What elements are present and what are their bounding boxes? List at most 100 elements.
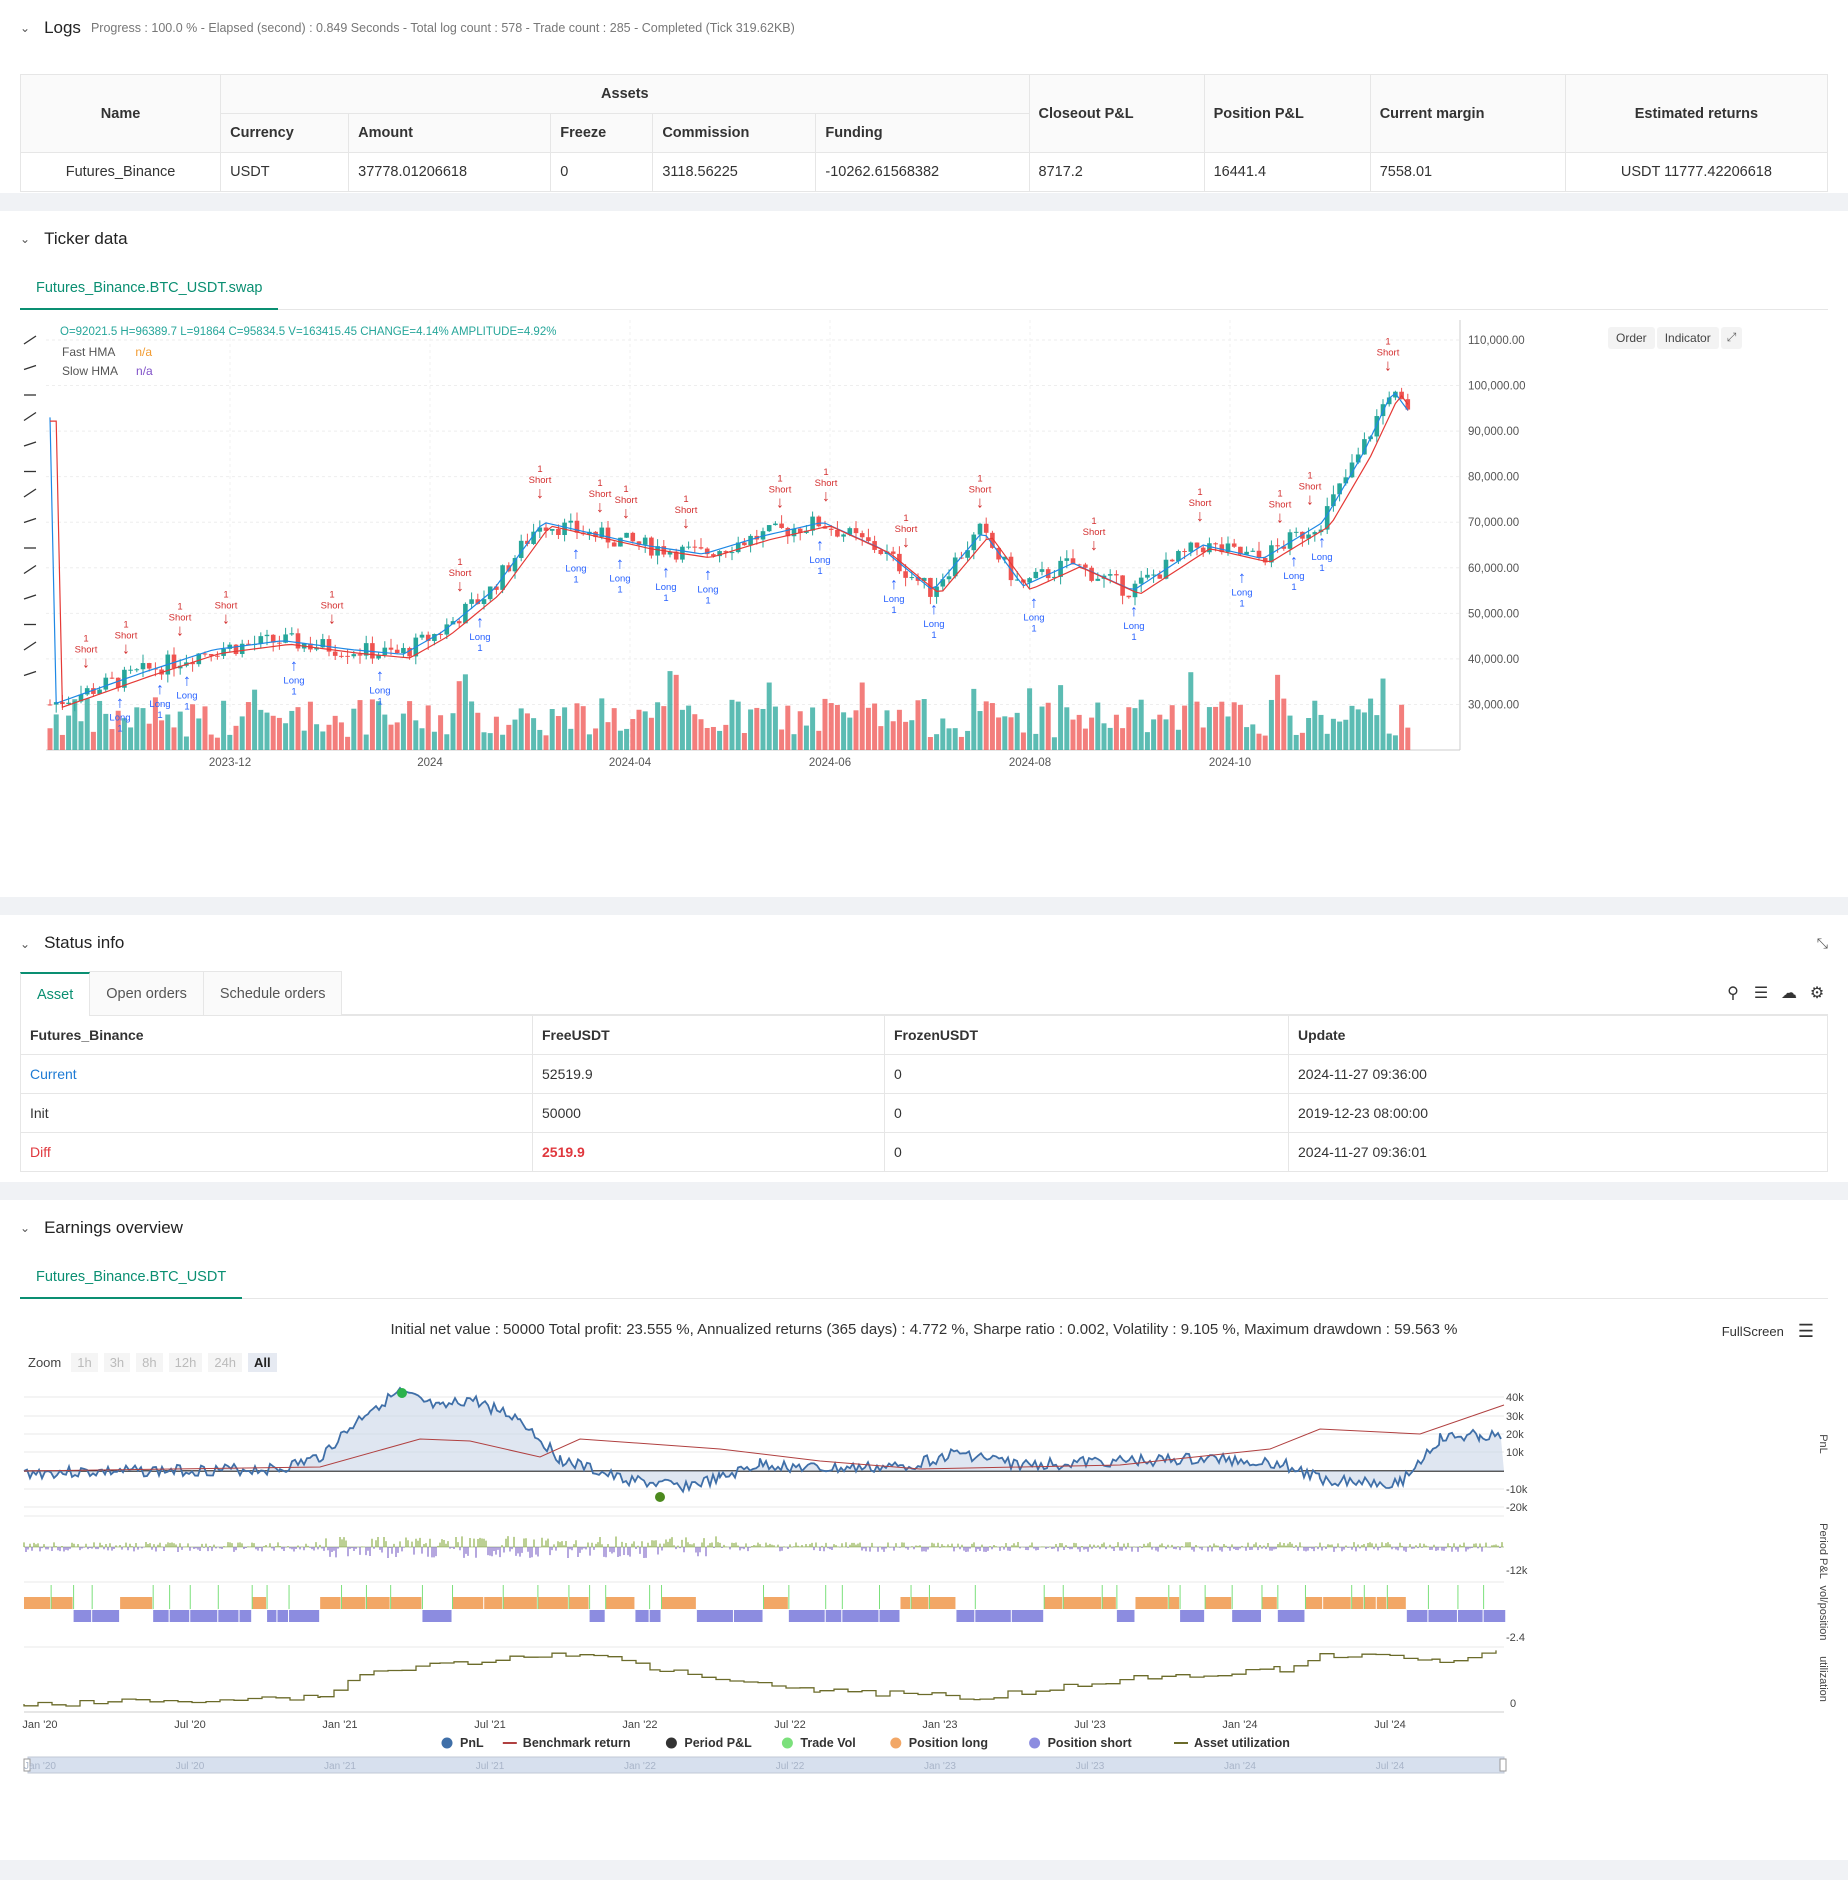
cell: USDT 11777.42206618 xyxy=(1564,152,1829,192)
crosshair-icon[interactable] xyxy=(23,335,37,345)
order-button[interactable]: Order xyxy=(1608,327,1655,349)
earnings-header[interactable]: ⌄ Earnings overview xyxy=(0,1200,1848,1256)
vline-icon[interactable] xyxy=(23,411,37,422)
earnings-svg[interactable]: 40k 30k 20k 10k -10k -20k PnL -12k Period P&L -2.… xyxy=(20,1379,1828,1859)
arrow-icon[interactable] xyxy=(23,517,37,524)
volume-bar xyxy=(382,714,388,750)
long-qty: 1 xyxy=(117,724,122,735)
th-assets: Assets xyxy=(220,74,1030,114)
volume-bar xyxy=(865,707,871,750)
legend-swatch xyxy=(441,1737,453,1749)
chevron-down-icon[interactable]: ⌄ xyxy=(20,1221,31,1235)
trend-icon[interactable] xyxy=(23,488,37,498)
zoom-1h[interactable]: 1h xyxy=(71,1353,98,1372)
volume-bar xyxy=(115,710,121,750)
asset-table: Futures_Binance FreeUSDT FrozenUSDT Upda… xyxy=(20,1015,1828,1172)
menu-icon[interactable]: ☰ xyxy=(1797,1321,1814,1341)
logs-header[interactable]: ⌄ Logs Progress : 100.0 % - Elapsed (sec… xyxy=(0,0,1848,56)
zoom-3h[interactable]: 3h xyxy=(103,1353,131,1372)
legend-item[interactable]: Position short xyxy=(1029,1736,1132,1750)
row-label-current[interactable]: Current xyxy=(20,1054,533,1094)
x-tick-label: Jul '24 xyxy=(1374,1719,1405,1731)
position-long-bar xyxy=(1168,1597,1180,1609)
status-header[interactable]: ⌄ Status info ⤡ xyxy=(0,915,1848,971)
pnl-tick-label: -10k xyxy=(1506,1484,1528,1496)
pnl-axis-label: PnL xyxy=(1817,1434,1828,1454)
ticker-header[interactable]: ⌄ Ticker data xyxy=(0,211,1848,267)
volume-bar xyxy=(1132,708,1138,750)
position-long-bar xyxy=(24,1597,51,1609)
volume-bar xyxy=(109,729,115,750)
long-qty: 1 xyxy=(1319,563,1324,574)
candle-body xyxy=(91,688,96,694)
candle-body xyxy=(128,669,133,671)
volume-bar xyxy=(165,714,171,750)
position-short-bar xyxy=(842,1610,879,1622)
x-tick-label: Jul '22 xyxy=(774,1719,805,1731)
position-short-bar xyxy=(589,1610,605,1622)
volume-bar xyxy=(444,734,450,750)
volume-bar xyxy=(233,725,239,750)
tab-ticker-symbol[interactable]: Futures_Binance.BTC_USDT.swap xyxy=(20,267,279,310)
collapse-icon[interactable]: ⤡ xyxy=(1816,934,1828,951)
tab-schedule-orders[interactable]: Schedule orders xyxy=(202,971,343,1015)
cloud-download-icon[interactable]: ☁ xyxy=(1781,984,1797,1002)
chevron-down-icon[interactable]: ⌄ xyxy=(20,937,31,951)
long-arrow: ↑ xyxy=(1290,553,1298,570)
candle-body xyxy=(1076,564,1082,566)
candlestick-chart[interactable]: 110,000.00 100,000.00 90,000.00 80,000.00 70… xyxy=(20,320,1828,860)
candle-body xyxy=(977,523,983,535)
chevron-down-icon[interactable]: ⌄ xyxy=(20,232,31,246)
candle-body xyxy=(1008,556,1014,581)
volume-bar xyxy=(648,717,654,750)
legend-item[interactable]: Period P&L xyxy=(665,1736,752,1750)
volume-bar xyxy=(1318,714,1324,750)
tab-asset[interactable]: Asset xyxy=(20,972,91,1016)
gear-icon[interactable]: ⚙ xyxy=(1809,984,1825,1002)
candle-body xyxy=(853,528,859,534)
hline-icon[interactable] xyxy=(23,441,37,447)
earnings-chart[interactable]: Initial net value : 50000 Total profit: … xyxy=(20,1299,1828,1859)
volume-bar xyxy=(729,699,735,750)
kline-svg[interactable]: 110,000.00 100,000.00 90,000.00 80,000.00 70… xyxy=(20,320,1828,860)
volume-bar xyxy=(345,736,351,750)
volume-bar xyxy=(1020,732,1026,750)
legend-item[interactable]: Trade Vol xyxy=(781,1736,856,1750)
fullscreen-button[interactable]: FullScreen xyxy=(1721,1324,1784,1339)
fullscreen-icon[interactable]: ⤢ xyxy=(1720,327,1743,349)
candle-body xyxy=(698,547,704,549)
candle-body xyxy=(549,528,555,531)
tab-open-orders[interactable]: Open orders xyxy=(89,971,204,1015)
y-tick-label: 100,000.00 xyxy=(1468,381,1526,393)
fib-icon[interactable] xyxy=(23,594,37,600)
cell: 16441.4 xyxy=(1203,152,1371,192)
label-icon[interactable] xyxy=(23,564,37,575)
tab-earnings-symbol[interactable]: Futures_Binance.BTC_USDT xyxy=(20,1256,243,1299)
list-icon[interactable]: ☰ xyxy=(1753,984,1769,1002)
line-icon[interactable] xyxy=(23,364,37,371)
zoom-8h[interactable]: 8h xyxy=(136,1353,163,1372)
zoom-12h[interactable]: 12h xyxy=(168,1353,203,1372)
volume-bar xyxy=(1343,719,1349,750)
trash-icon[interactable] xyxy=(23,670,37,677)
short-label: Short xyxy=(895,524,918,535)
legend-item[interactable]: Benchmark return xyxy=(502,1736,631,1750)
candle-body xyxy=(1045,569,1051,579)
legend-item[interactable]: PnL xyxy=(441,1736,484,1750)
zoom-all[interactable]: All xyxy=(248,1353,277,1372)
ruler-icon[interactable] xyxy=(23,641,37,651)
chevron-down-icon[interactable]: ⌄ xyxy=(20,21,31,35)
logs-table: Name Assets Closeout P&L Position P&L Cu… xyxy=(19,74,1829,192)
candle-body xyxy=(1306,534,1311,539)
legend-item[interactable]: Position long xyxy=(890,1736,988,1750)
search-icon[interactable]: ⚲ xyxy=(1727,984,1739,1002)
zoom-24h[interactable]: 24h xyxy=(208,1353,243,1372)
legend-item[interactable]: Asset utilization xyxy=(1174,1736,1290,1750)
candle-body xyxy=(1151,574,1156,576)
candle-body xyxy=(1157,574,1163,579)
navigator-tick-label: Jan '21 xyxy=(324,1761,356,1772)
candle-body xyxy=(382,647,388,656)
candle-body xyxy=(797,528,803,533)
volume-bar xyxy=(363,734,369,750)
indicator-button[interactable]: Indicator xyxy=(1656,327,1719,349)
